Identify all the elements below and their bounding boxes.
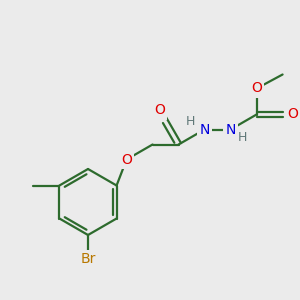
Text: O: O: [251, 82, 262, 95]
Text: H: H: [238, 131, 247, 144]
Text: H: H: [186, 115, 195, 128]
Text: N: N: [200, 122, 210, 136]
Text: O: O: [121, 152, 132, 167]
Text: O: O: [154, 103, 165, 118]
Text: Br: Br: [80, 252, 96, 266]
Text: O: O: [287, 107, 298, 122]
Text: N: N: [225, 122, 236, 136]
